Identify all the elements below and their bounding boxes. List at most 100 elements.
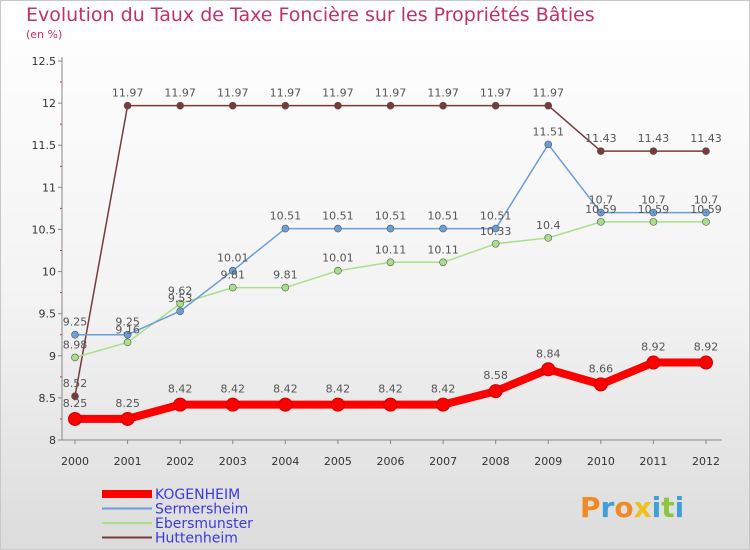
x-tick-label: 2010 xyxy=(587,455,615,468)
legend-label-sermersheim: Sermersheim xyxy=(155,502,248,518)
legend-label-kogenheim: KOGENHEIM xyxy=(155,487,240,503)
data-label-sermersheim: 10.51 xyxy=(270,210,302,223)
data-label-ebersmunster: 10.59 xyxy=(690,203,722,216)
data-label-kogenheim: 8.25 xyxy=(115,397,140,410)
x-tick-label: 2007 xyxy=(429,455,457,468)
data-label-ebersmunster: 10.59 xyxy=(638,203,670,216)
data-point-sermersheim xyxy=(597,208,605,217)
data-label-kogenheim: 8.25 xyxy=(63,397,88,410)
data-label-sermersheim: 10.51 xyxy=(375,210,407,223)
data-point-kogenheim xyxy=(173,397,188,412)
data-point-huttenheim xyxy=(176,101,184,110)
data-label-huttenheim: 11.97 xyxy=(375,87,407,100)
data-point-kogenheim xyxy=(68,411,82,426)
x-tick-label: 2003 xyxy=(219,455,247,468)
data-point-ebersmunster xyxy=(439,258,447,267)
data-point-kogenheim xyxy=(278,397,293,412)
x-tick-label: 2009 xyxy=(534,455,562,468)
data-point-huttenheim xyxy=(649,147,658,155)
data-point-kogenheim xyxy=(488,384,503,399)
data-point-ebersmunster xyxy=(491,239,500,248)
data-label-ebersmunster: 9.62 xyxy=(168,285,193,298)
data-label-kogenheim: 8.42 xyxy=(221,383,246,396)
proxiti-logo: Proxiti xyxy=(580,491,684,524)
data-point-huttenheim xyxy=(228,101,237,110)
data-label-kogenheim: 8.92 xyxy=(641,341,666,354)
logo-text: Proxiti xyxy=(580,491,684,524)
data-label-kogenheim: 8.92 xyxy=(694,341,719,354)
data-point-sermersheim xyxy=(544,140,553,149)
data-point-sermersheim xyxy=(702,208,710,217)
x-tick-label: 2011 xyxy=(639,455,667,468)
data-label-sermersheim: 10.51 xyxy=(427,210,459,223)
data-label-huttenheim: 11.97 xyxy=(270,87,302,100)
data-label-sermersheim: 10.01 xyxy=(217,252,249,265)
data-point-kogenheim xyxy=(593,377,608,392)
data-label-ebersmunster: 9.81 xyxy=(221,269,246,282)
data-point-sermersheim xyxy=(334,224,342,233)
data-point-kogenheim xyxy=(646,355,661,370)
data-label-ebersmunster: 10.01 xyxy=(322,252,354,265)
data-point-ebersmunster xyxy=(702,218,710,226)
data-point-sermersheim xyxy=(228,266,237,275)
data-point-ebersmunster xyxy=(649,218,658,226)
data-point-huttenheim xyxy=(491,101,500,110)
chart-title: Evolution du Taux de Taxe Foncière sur l… xyxy=(26,4,595,26)
data-point-sermersheim xyxy=(649,208,658,217)
data-point-kogenheim xyxy=(225,397,240,412)
data-point-kogenheim xyxy=(699,355,713,370)
y-tick-label: 8 xyxy=(49,434,56,447)
data-point-huttenheim xyxy=(702,147,710,155)
legend-label-ebersmunster: Ebersmunster xyxy=(155,516,253,532)
data-point-ebersmunster xyxy=(71,353,79,362)
data-label-ebersmunster: 9.16 xyxy=(115,323,140,336)
y-unit-label: (en %) xyxy=(26,28,63,41)
series-points xyxy=(68,101,713,426)
data-point-huttenheim xyxy=(597,147,605,155)
data-label-ebersmunster: 10.33 xyxy=(480,225,512,238)
data-label-sermersheim: 9.53 xyxy=(168,292,193,305)
data-point-sermersheim xyxy=(491,224,500,233)
data-point-ebersmunster xyxy=(334,266,342,275)
data-label-sermersheim: 10.51 xyxy=(322,210,354,223)
data-point-kogenheim xyxy=(120,411,135,426)
data-point-huttenheim xyxy=(386,101,395,110)
y-tick-label: 12.5 xyxy=(32,55,57,68)
data-point-ebersmunster xyxy=(597,218,605,226)
data-label-ebersmunster: 10.59 xyxy=(585,203,617,216)
data-label-huttenheim: 11.97 xyxy=(480,87,512,100)
data-point-kogenheim xyxy=(436,397,451,412)
x-tick-label: 2001 xyxy=(114,455,142,468)
data-label-huttenheim: 11.97 xyxy=(427,87,459,100)
data-label-sermersheim: 9.25 xyxy=(63,316,88,329)
data-label-huttenheim: 11.97 xyxy=(533,87,565,100)
data-label-kogenheim: 8.42 xyxy=(326,383,351,396)
legend-label-huttenheim: Huttenheim xyxy=(155,531,238,547)
y-tick-label: 12 xyxy=(42,97,56,110)
data-point-ebersmunster xyxy=(123,338,132,347)
data-label-sermersheim: 11.51 xyxy=(533,125,565,138)
x-tick-label: 2004 xyxy=(271,455,299,468)
data-label-huttenheim: 11.97 xyxy=(164,87,196,100)
data-point-sermersheim xyxy=(281,224,290,233)
x-tick-label: 2008 xyxy=(482,455,510,468)
x-tick-label: 2000 xyxy=(61,455,89,468)
data-label-ebersmunster: 8.98 xyxy=(63,338,88,351)
data-label-kogenheim: 8.42 xyxy=(378,383,403,396)
data-point-sermersheim xyxy=(386,224,395,233)
data-label-ebersmunster: 9.81 xyxy=(273,269,298,282)
data-labels: 8.52 11.97 11.97 11.97 11.97 11.97 11.97 11.97 1… xyxy=(63,87,722,410)
data-point-ebersmunster xyxy=(176,299,184,308)
data-label-huttenheim: 11.43 xyxy=(638,132,670,145)
data-point-huttenheim xyxy=(123,101,132,110)
data-point-sermersheim xyxy=(123,330,132,339)
data-label-huttenheim: 11.43 xyxy=(690,132,722,145)
data-label-sermersheim: 10.7 xyxy=(694,194,719,207)
data-label-sermersheim: 9.25 xyxy=(115,316,140,329)
data-label-kogenheim: 8.42 xyxy=(168,383,193,396)
data-point-huttenheim xyxy=(544,101,553,110)
data-point-kogenheim xyxy=(383,397,398,412)
y-tick-label: 10 xyxy=(42,266,56,279)
data-point-ebersmunster xyxy=(544,234,553,242)
